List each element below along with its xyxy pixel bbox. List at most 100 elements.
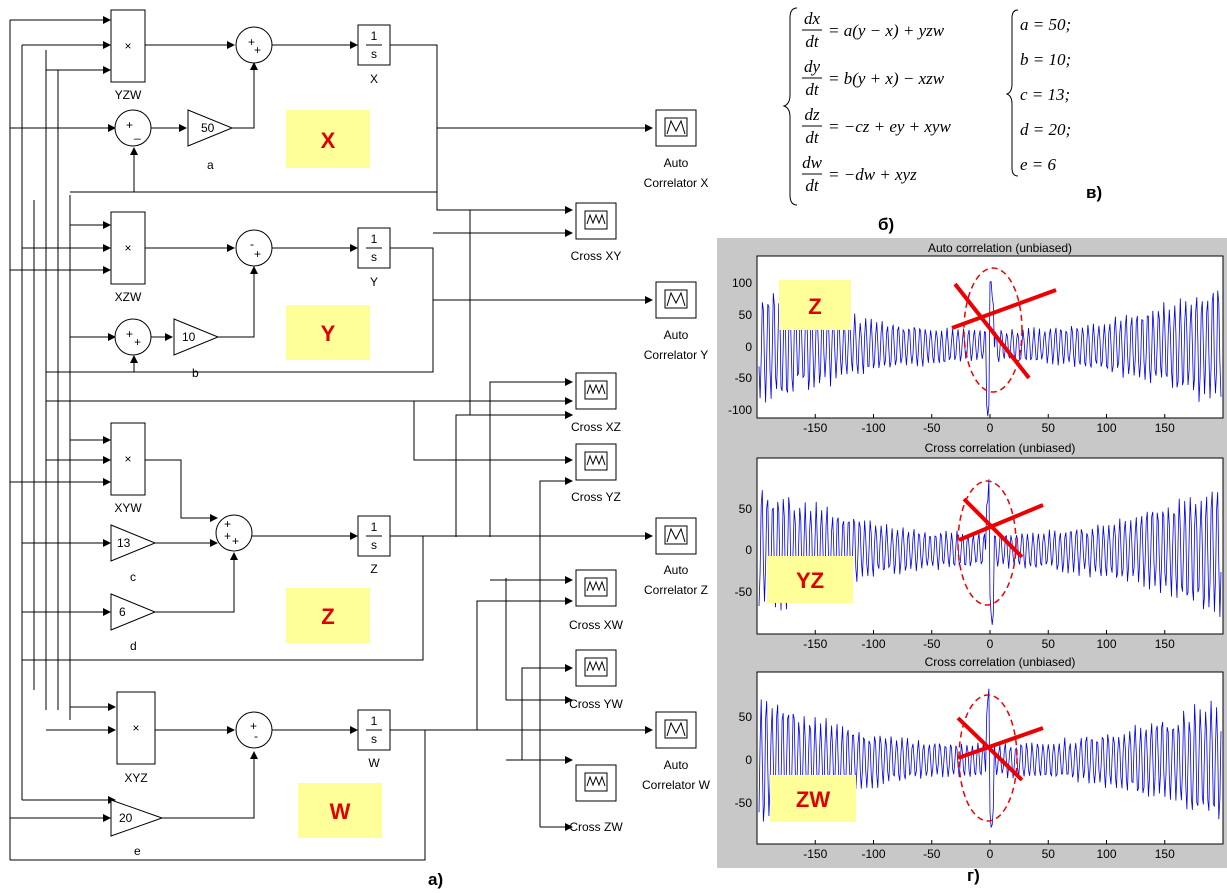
x-tick-label: -50 [923, 421, 941, 435]
scope-auto-x: Auto Correlator X [644, 109, 709, 190]
svg-text:= a(y − x) + yzw: = a(y − x) + yzw [828, 21, 945, 40]
equation-line-3: dz dt = −cz + ey + xyw [802, 105, 951, 147]
gain-block-a: 50 a [187, 109, 234, 172]
x-tick-label: -100 [861, 421, 885, 435]
svg-text:W: W [330, 799, 351, 824]
x-tick-label: -100 [861, 637, 885, 651]
x-tick-label: 150 [1155, 421, 1175, 435]
x-tick-label: 100 [1096, 637, 1116, 651]
svg-text:1: 1 [371, 714, 378, 728]
svg-text:+: + [224, 529, 231, 543]
panel-label-zw: ZW [770, 775, 856, 822]
sum-block-x1: ++ [235, 26, 273, 64]
y-tick-label: -50 [735, 585, 753, 599]
svg-text:ZW: ZW [796, 787, 830, 812]
sum-block-y2: ++ [114, 318, 152, 356]
svg-text:+: + [250, 719, 257, 733]
scope-cross-xy: Cross XY [571, 202, 622, 263]
scope-cross-xw: Cross XW [569, 569, 624, 632]
plot-title-bot: Cross correlation (unbiased) [925, 655, 1076, 669]
scope-cross-xz: Cross XZ [571, 372, 621, 434]
correlation-trace [758, 281, 1222, 417]
y-tick-label: 50 [739, 710, 753, 724]
svg-text:XYZ: XYZ [124, 771, 147, 785]
svg-text:×: × [124, 452, 131, 466]
svg-text:-: - [254, 729, 258, 743]
sum-block-y1: -+ [235, 229, 273, 267]
product-block-xyz: × XYZ [116, 691, 156, 785]
svg-text:Auto: Auto [664, 328, 689, 342]
svg-text:+: + [134, 335, 141, 349]
panel-label-yz: YZ [767, 556, 853, 603]
svg-text:X: X [370, 72, 378, 86]
axis-ticks: -150 -100 -50 0 50 100 150 100 50 0 -50 -100 -150 -10… [728, 276, 1175, 861]
x-tick-label: 0 [987, 637, 994, 651]
scope-auto-z: Auto Correlator Z [644, 517, 708, 597]
svg-text:Correlator Y: Correlator Y [644, 348, 708, 362]
svg-text:e: e [134, 844, 141, 858]
svg-text:XYW: XYW [114, 501, 142, 515]
integrator-w: 1 s W [357, 709, 391, 770]
gain-block-c: 13 c [110, 524, 157, 584]
sum-block-z: ++ + [215, 514, 253, 552]
gain-block-e: 20 e [110, 799, 164, 858]
svg-text:c = 13;: c = 13; [1020, 85, 1070, 104]
svg-text:13: 13 [117, 536, 131, 550]
product-block-yzw: × YZW [110, 9, 146, 102]
svg-text:s: s [371, 732, 377, 746]
svg-text:Correlator X: Correlator X [644, 176, 709, 190]
axes-mid [756, 457, 1224, 635]
y-tick-label: 50 [739, 308, 753, 322]
svg-text:×: × [124, 39, 131, 53]
y-tick-label: 50 [739, 502, 753, 516]
x-tick-label: 0 [987, 847, 994, 861]
svg-text:a = 50;: a = 50; [1020, 15, 1071, 34]
svg-text:1: 1 [371, 520, 378, 534]
svg-text:+: + [248, 35, 255, 49]
svg-text:50: 50 [201, 121, 215, 135]
svg-text:Z: Z [808, 294, 821, 319]
sum-block-w: +- [235, 711, 273, 749]
svg-text:+: + [254, 247, 261, 261]
svg-text:YZW: YZW [115, 88, 142, 102]
svg-text:1: 1 [371, 29, 378, 43]
integrator-y: 1 s Y [357, 227, 391, 289]
svg-text:b: b [192, 366, 199, 380]
svg-text:a: a [207, 158, 214, 172]
svg-text:Z: Z [321, 604, 334, 629]
y-tick-label: 100 [732, 276, 752, 290]
svg-text:×: × [132, 721, 139, 735]
y-tick-label: -100 [728, 403, 752, 417]
svg-text:s: s [371, 47, 377, 61]
simulink-wiring [9, 16, 653, 861]
svg-text:Auto: Auto [664, 758, 689, 772]
correlation-plots: Auto correlation (unbiased) Cross correl… [717, 238, 1227, 885]
caption-a: а) [428, 870, 443, 889]
equation-system: dx dt = a(y − x) + yzw dy dt = b(y + x) … [782, 7, 951, 234]
svg-text:Cross XY: Cross XY [571, 249, 622, 263]
svg-text:Z: Z [370, 562, 377, 576]
state-label-y: Y [286, 305, 370, 360]
svg-text:Cross XW: Cross XW [569, 618, 624, 632]
svg-text:= −dw + xyz: = −dw + xyz [828, 165, 917, 184]
svg-text:X: X [321, 128, 336, 153]
svg-text:×: × [124, 241, 131, 255]
state-label-w: W [298, 783, 382, 838]
x-tick-label: -150 [803, 847, 827, 861]
equation-line-1: dx dt = a(y − x) + yzw [802, 9, 945, 51]
svg-text:s: s [371, 538, 377, 552]
red-cross-top [951, 267, 1057, 393]
svg-text:YZ: YZ [796, 568, 824, 593]
svg-text:+: + [254, 43, 261, 57]
panel-label-z: Z [779, 280, 851, 330]
x-tick-label: 100 [1096, 847, 1116, 861]
scope-auto-w: Auto Correlator W [642, 711, 711, 792]
svg-text:XZW: XZW [115, 290, 142, 304]
y-tick-label: 0 [745, 543, 752, 557]
gain-block-d: 6 d [110, 593, 157, 653]
scope-cross-yz: Cross YZ [571, 443, 621, 504]
product-block-xyw: × XYW [110, 422, 146, 515]
svg-text:-: - [250, 237, 254, 251]
svg-text:e = 6: e = 6 [1020, 155, 1057, 174]
integrator-z: 1 s Z [357, 515, 391, 576]
